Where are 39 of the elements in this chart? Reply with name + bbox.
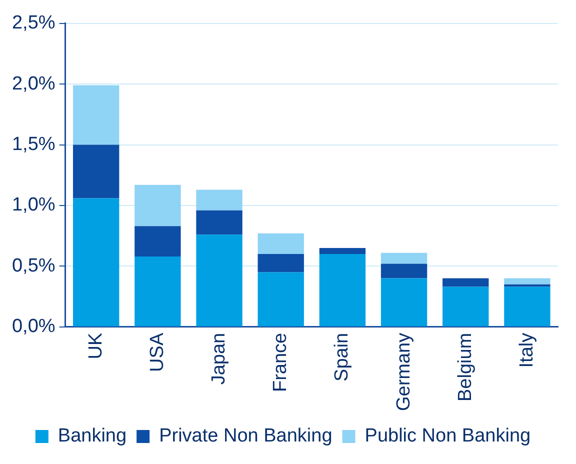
x-tick-label: Belgium bbox=[454, 332, 476, 402]
bar bbox=[258, 233, 304, 254]
legend-label: Banking bbox=[58, 426, 127, 447]
bar bbox=[504, 284, 550, 287]
bar bbox=[134, 256, 181, 326]
bar bbox=[258, 254, 304, 272]
bar bbox=[380, 264, 428, 278]
bar bbox=[380, 278, 428, 326]
bar bbox=[442, 286, 489, 326]
bar bbox=[258, 272, 304, 326]
bar bbox=[73, 198, 120, 326]
x-tick-label: USA bbox=[146, 332, 168, 372]
bar bbox=[196, 234, 242, 326]
bar bbox=[73, 85, 120, 145]
y-tick-label: 2,0% bbox=[12, 73, 56, 94]
y-tick-label: 0,0% bbox=[12, 316, 56, 338]
bar bbox=[134, 184, 181, 226]
x-tick-label: Japan bbox=[208, 332, 230, 385]
legend-label: Private Non Banking bbox=[159, 426, 332, 447]
bar bbox=[73, 144, 120, 198]
x-tick-label: Germany bbox=[393, 332, 414, 412]
x-tick-label: Spain bbox=[332, 332, 353, 382]
bar bbox=[319, 254, 366, 326]
bar bbox=[196, 190, 242, 210]
bar bbox=[504, 286, 550, 326]
legend-label: Public Non Banking bbox=[364, 426, 531, 447]
bar bbox=[504, 278, 550, 284]
y-tick-label: 1,0% bbox=[12, 194, 56, 216]
y-tick-label: 0,5% bbox=[12, 255, 56, 276]
bar bbox=[196, 210, 242, 235]
x-tick-label: UK bbox=[85, 332, 106, 360]
bar bbox=[442, 278, 489, 287]
bar bbox=[380, 252, 428, 264]
y-tick-label: 1,5% bbox=[12, 134, 56, 156]
x-tick-label: France bbox=[270, 332, 292, 392]
bar bbox=[134, 226, 181, 256]
x-tick-label: Italy bbox=[516, 332, 538, 368]
y-tick-label: 2,5% bbox=[12, 12, 56, 34]
bar bbox=[319, 248, 366, 254]
